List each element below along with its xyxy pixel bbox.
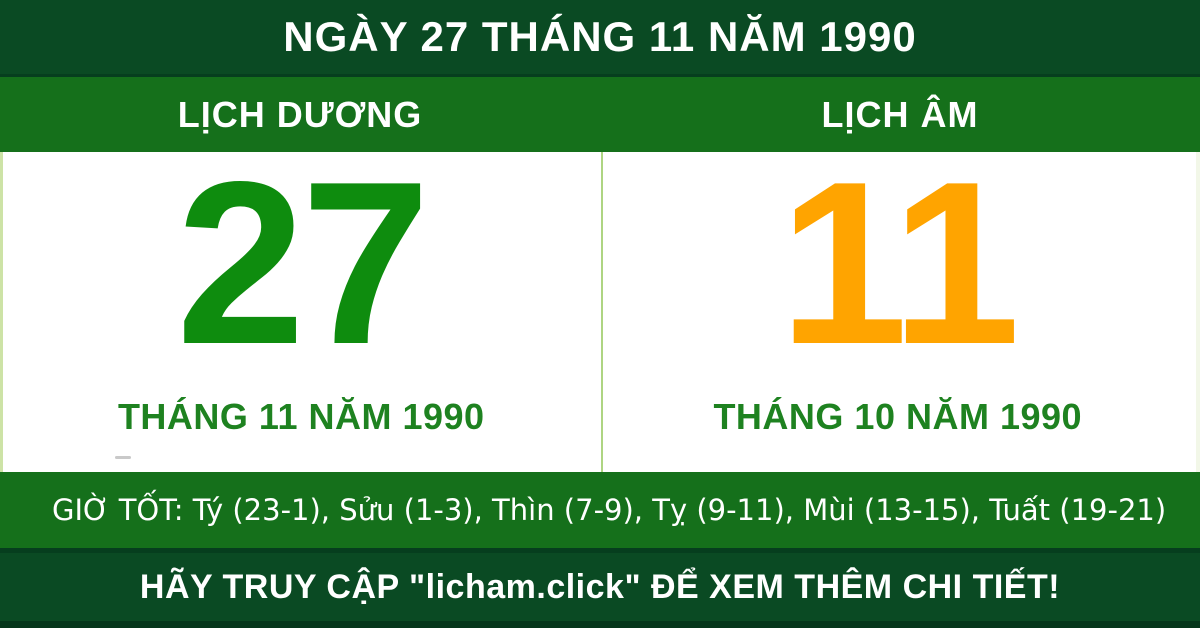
lunar-day-number: 11 [779,134,1020,393]
calendar-headers: LỊCH DƯƠNG LỊCH ÂM [0,77,1200,152]
solar-day-number: 27 [176,134,430,393]
footer-banner: HÃY TRUY CẬP "licham.click" ĐỂ XEM THÊM … [0,548,1200,628]
solar-month-year-label: THÁNG 11 NĂM 1990 [117,396,485,437]
solar-calendar-header: LỊCH DƯƠNG [177,93,423,135]
page-title: NGÀY 27 THÁNG 11 NĂM 1990 [283,13,917,60]
small-dash-mark [115,456,131,459]
good-hours-bar: GIỜ TỐT: Tý (23-1), Sửu (1-3), Thìn (7-9… [0,472,1200,548]
column-divider [601,152,603,472]
good-hours-text: GIỜ TỐT: Tý (23-1), Sửu (1-3), Thìn (7-9… [52,493,1167,527]
footer-call-to-action: HÃY TRUY CẬP "licham.click" ĐỂ XEM THÊM … [139,567,1061,606]
solar-calendar-column: 27 THÁNG 11 NĂM 1990 [3,134,600,472]
lunar-calendar-header: LỊCH ÂM [821,93,979,135]
calendar-body: 27 THÁNG 11 NĂM 1990 11 THÁNG 10 NĂM 199… [0,134,1200,472]
lunar-month-year-label: THÁNG 10 NĂM 1990 [713,396,1083,437]
lunar-calendar-column: 11 THÁNG 10 NĂM 1990 [600,134,1197,472]
date-banner: NGÀY 27 THÁNG 11 NĂM 1990 [0,0,1200,77]
